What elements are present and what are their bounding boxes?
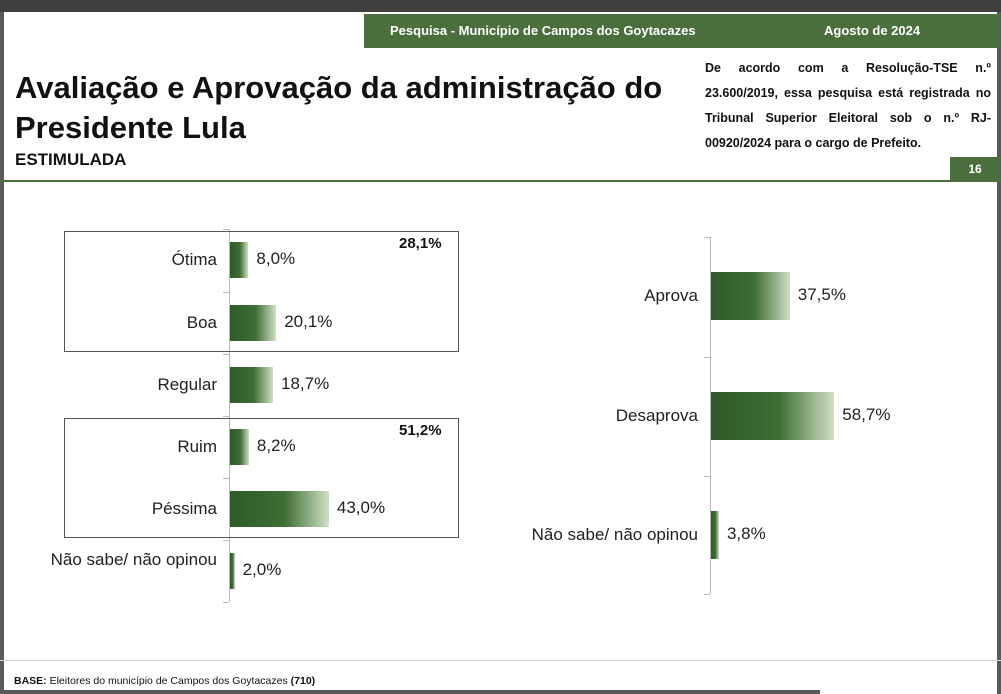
- value-label-nao-sabe-nao-opinou: 3,8%: [726, 524, 766, 543]
- axis-tick: [223, 354, 229, 355]
- bar-desaprova: [711, 392, 835, 440]
- footer-divider: [0, 660, 1001, 661]
- value-label-ruim: 8,2%: [256, 436, 296, 455]
- group-box-1: [64, 231, 459, 352]
- value-label-boa: 20,1%: [284, 312, 333, 331]
- survey-title: Pesquisa - Município de Campos dos Goyta…: [390, 23, 696, 38]
- axis-tick: [223, 478, 229, 479]
- category-label-otima: Ótima: [171, 250, 217, 269]
- page-subtitle: ESTIMULADA: [15, 150, 127, 169]
- value-label-regular: 18,7%: [281, 374, 330, 393]
- category-label-pessima: Péssima: [151, 499, 217, 518]
- slide-bottom-border: [0, 690, 820, 694]
- window-top-border: [0, 0, 1001, 12]
- value-label-desaprova: 58,7%: [842, 405, 891, 424]
- bar-nao-sabe-nao-opinou: [711, 511, 719, 559]
- value-label-nao-sabe-nao-opinou: 2,0%: [242, 560, 282, 579]
- bar-regular: [230, 367, 273, 403]
- category-label-ruim: Ruim: [177, 437, 217, 456]
- axis-tick: [704, 594, 710, 595]
- bar-nao-sabe-nao-opinou: [230, 553, 235, 589]
- header-band: Pesquisa - Município de Campos dos Goyta…: [364, 14, 1000, 48]
- category-label-regular: Regular: [157, 375, 217, 394]
- survey-date: Agosto de 2024: [824, 23, 921, 38]
- category-label-boa: Boa: [186, 313, 217, 332]
- group-total-1: 28,1%: [399, 235, 442, 252]
- category-label-aprova: Aprova: [644, 286, 698, 305]
- page-number: 16: [950, 157, 1000, 181]
- group-total-2: 51,2%: [399, 422, 442, 439]
- bar-aprova: [711, 272, 790, 320]
- category-label-desaprova: Desaprova: [615, 406, 698, 425]
- page-title: Avaliação e Aprovação da administração d…: [15, 70, 663, 145]
- value-label-otima: 8,0%: [256, 249, 296, 268]
- bar-pessima: [230, 491, 329, 527]
- header-divider: [0, 180, 1001, 182]
- category-axis: [229, 229, 230, 602]
- value-label-pessima: 43,0%: [336, 498, 386, 517]
- bar-otima: [230, 242, 249, 278]
- category-label-nao-sabe-nao-opinou: Não sabe/ não opinou: [50, 550, 217, 569]
- category-label-nao-sabe-nao-opinou: Não sabe/ não opinou: [531, 525, 698, 544]
- axis-tick: [223, 602, 229, 603]
- slide-right-border: [997, 12, 1001, 694]
- axis-tick: [223, 229, 229, 230]
- footer-base-n: (710): [290, 675, 316, 687]
- axis-tick: [223, 416, 229, 417]
- footer-base-label: BASE:: [14, 675, 47, 687]
- legal-notice: De acordo com a Resolução-TSE n.º 23.600…: [705, 61, 991, 150]
- footer-base: BASE: Eleitores do município de Campos d…: [14, 675, 315, 687]
- axis-tick: [223, 540, 229, 541]
- group-box-2: [64, 418, 459, 538]
- value-label-aprova: 37,5%: [797, 285, 846, 304]
- axis-tick: [704, 357, 710, 358]
- footer-base-text: Eleitores do município de Campos dos Goy…: [49, 675, 288, 687]
- axis-tick: [704, 237, 710, 238]
- slide-left-border: [0, 12, 4, 694]
- category-axis: [710, 237, 711, 594]
- axis-tick: [223, 292, 229, 293]
- axis-tick: [704, 476, 710, 477]
- bar-ruim: [230, 429, 249, 465]
- bar-boa: [230, 305, 277, 341]
